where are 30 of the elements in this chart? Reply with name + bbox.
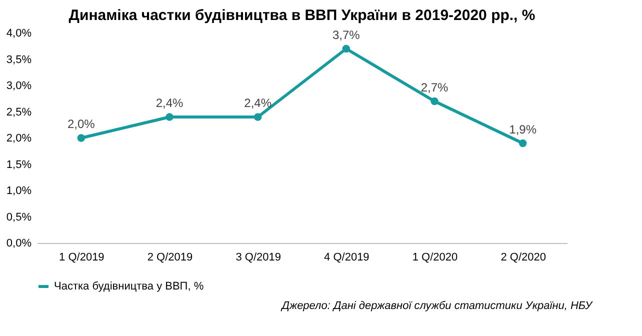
- point: [430, 97, 438, 106]
- x-tick-label: 2 Q/2020: [500, 252, 546, 264]
- x-tick-label: 1 Q/2019: [59, 252, 104, 264]
- y-tick-label: 2,0%: [6, 132, 32, 144]
- data-label: 1,9%: [509, 122, 537, 136]
- x-tick-label: 4 Q/2019: [324, 252, 370, 264]
- legend-label: Частка будівництва у ВВП, %: [54, 280, 204, 292]
- data-label: 2,7%: [420, 80, 448, 94]
- y-tick-label: 4,0%: [6, 28, 32, 40]
- y-tick-label: 0,5%: [6, 211, 32, 224]
- data-label: 2,4%: [244, 96, 272, 110]
- x-tick-label: 1 Q/2020: [412, 252, 458, 264]
- point: [166, 113, 174, 121]
- y-tick-label: 1,0%: [6, 185, 32, 197]
- x-tick-label: 3 Q/2019: [236, 252, 281, 264]
- x-tick-label: 2 Q/2019: [147, 252, 193, 264]
- point: [342, 44, 350, 53]
- y-tick-label: 0,0%: [6, 238, 32, 250]
- point: [254, 113, 262, 121]
- data-label: 2,0%: [67, 117, 96, 131]
- y-tick-label: 3,0%: [6, 80, 32, 92]
- y-tick-label: 2,5%: [6, 106, 32, 118]
- point: [518, 139, 527, 148]
- text: Джерело: Дані державної служби статистики України, НБУ: [280, 300, 593, 312]
- y-tick-label: 3,5%: [6, 54, 32, 66]
- chart-title: Динаміка частки будівництва в ВВП України в 2019-2020 рр., %: [68, 7, 536, 24]
- data-label: 3,7%: [332, 28, 360, 42]
- data-label: 2,4%: [156, 96, 184, 110]
- point: [77, 134, 86, 142]
- y-tick-label: 1,5%: [6, 158, 32, 171]
